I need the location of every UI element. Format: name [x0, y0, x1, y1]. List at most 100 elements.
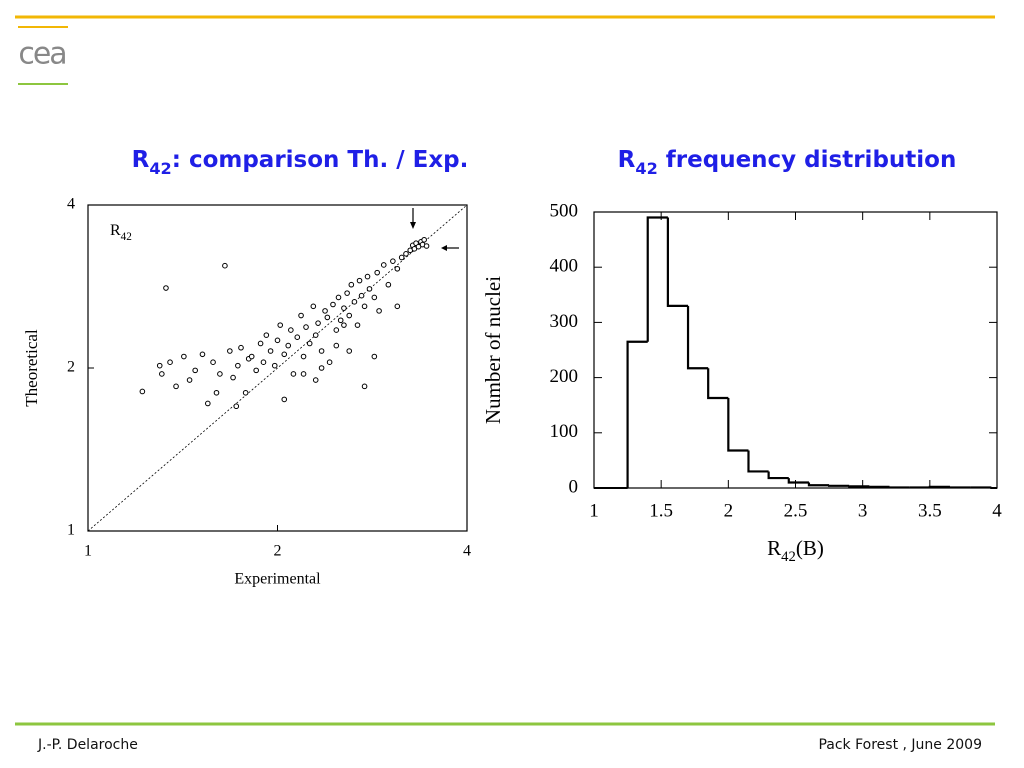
point: [167, 359, 173, 365]
label-part: 42: [781, 549, 796, 565]
x-tick-label: 4: [992, 500, 1002, 521]
y-tick-label: 1: [67, 522, 75, 539]
histogram-bin: [747, 450, 769, 473]
point: [306, 340, 313, 347]
histogram-bin: [928, 485, 950, 488]
point: [354, 322, 361, 328]
x-tick-label: 1: [589, 500, 599, 521]
label-part: R: [110, 222, 121, 239]
histogram-bin: [948, 486, 971, 489]
point: [300, 353, 307, 360]
point: [303, 324, 309, 330]
point: [312, 377, 319, 383]
point: [233, 403, 240, 410]
point: [217, 371, 223, 377]
point: [288, 327, 294, 333]
point: [242, 389, 249, 396]
point: [403, 251, 409, 257]
histogram-bin: [787, 478, 809, 484]
y-tick-label: 100: [550, 421, 579, 442]
point: [318, 348, 325, 354]
point: [298, 312, 304, 319]
histogram-bin: [888, 486, 910, 489]
x-tick-label: 2: [274, 543, 282, 560]
point: [294, 334, 301, 340]
point: [267, 348, 274, 354]
histogram-bin: [686, 305, 709, 370]
y-tick-label: 300: [550, 311, 579, 332]
point: [356, 277, 363, 284]
point: [139, 388, 146, 395]
point: [348, 281, 355, 288]
y-tick-label: 200: [550, 366, 579, 387]
point: [351, 299, 358, 305]
point: [344, 290, 350, 296]
point: [423, 243, 430, 249]
point: [326, 359, 333, 365]
point: [346, 312, 353, 319]
chart-title: R42: comparison Th. / Exp.: [132, 147, 469, 179]
point: [186, 377, 193, 383]
point: [330, 301, 336, 308]
point: [173, 383, 179, 390]
point: [346, 348, 353, 354]
point: [398, 254, 405, 261]
point: [230, 374, 236, 381]
histogram-bin: [727, 398, 749, 452]
chart-title: R42 frequency distribution: [618, 147, 957, 179]
x-tick-label: 2: [724, 500, 734, 521]
point: [285, 342, 292, 349]
logo: cea: [18, 37, 65, 72]
x-axis-label: Experimental: [234, 571, 321, 588]
point: [337, 317, 344, 324]
point: [371, 294, 378, 301]
point: [248, 353, 255, 360]
point: [361, 383, 368, 390]
point: [380, 262, 387, 268]
histogram-bin: [767, 471, 789, 480]
point: [156, 362, 163, 369]
point: [210, 359, 216, 365]
arrow-head: [410, 222, 416, 229]
y-tick-label: 400: [550, 256, 579, 277]
label-part: R: [618, 147, 636, 173]
label-part: : comparison Th. / Exp.: [172, 147, 469, 173]
point: [312, 332, 319, 338]
point: [390, 258, 396, 264]
label-part: 42: [121, 231, 132, 243]
point: [394, 303, 401, 310]
point: [238, 344, 244, 351]
point: [260, 359, 267, 365]
point: [421, 236, 427, 243]
y-tick-label: 500: [550, 200, 579, 221]
histogram-bin: [666, 217, 689, 307]
point: [199, 351, 206, 358]
point: [324, 314, 331, 321]
x-tick-label: 4: [463, 543, 471, 560]
point: [235, 362, 241, 369]
point: [281, 351, 288, 358]
point: [159, 371, 165, 377]
point: [274, 337, 281, 344]
plot-frame: [593, 211, 998, 489]
label-part: 42: [635, 159, 657, 178]
histogram-bin: [626, 340, 648, 488]
point: [222, 262, 228, 269]
point: [277, 322, 284, 328]
x-tick-label: 3: [858, 500, 868, 521]
point: [385, 281, 392, 288]
y-tick-label: 0: [569, 476, 579, 497]
point: [322, 308, 328, 314]
point: [358, 292, 365, 299]
label-part: R: [132, 147, 150, 173]
point: [333, 342, 340, 349]
point: [263, 332, 270, 338]
footer-event: Pack Forest , June 2009: [818, 737, 982, 753]
footer-author: J.-P. Delaroche: [37, 737, 138, 753]
histogram-bin: [646, 216, 668, 342]
histogram-bin: [848, 485, 870, 488]
histogram-bin: [807, 482, 830, 487]
point: [290, 371, 297, 377]
annotation: R42: [110, 222, 132, 243]
